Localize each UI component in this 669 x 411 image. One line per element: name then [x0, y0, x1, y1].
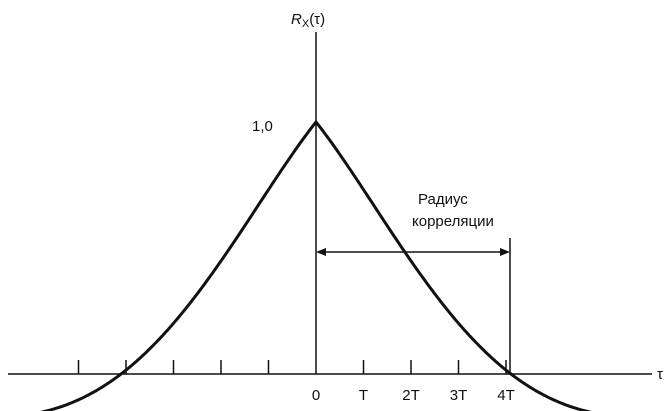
correlation-curve — [39, 119, 593, 411]
x-tick-label: T — [359, 387, 368, 404]
x-axis-label: τ — [657, 366, 663, 383]
annotation-line: корреляции — [412, 213, 494, 230]
x-tick-label: 3T — [450, 387, 468, 404]
y-label-sub: X — [302, 18, 310, 30]
x-tick-label: 4T — [497, 387, 515, 404]
y-axis-label: RX(τ) — [291, 11, 325, 30]
x-ticks: 0 T 2T 3T 4T — [77, 360, 515, 404]
x-tick-label: 2T — [402, 387, 420, 404]
annotation-line: Радиус — [418, 191, 468, 208]
x-tick-label: 0 — [312, 387, 320, 404]
y-label-arg: (τ) — [309, 11, 325, 28]
y-label-main: R — [291, 11, 302, 28]
arrow-head-left — [316, 248, 326, 256]
y-tick-label: 1,0 — [252, 118, 273, 135]
arrow-head-right — [500, 248, 510, 256]
